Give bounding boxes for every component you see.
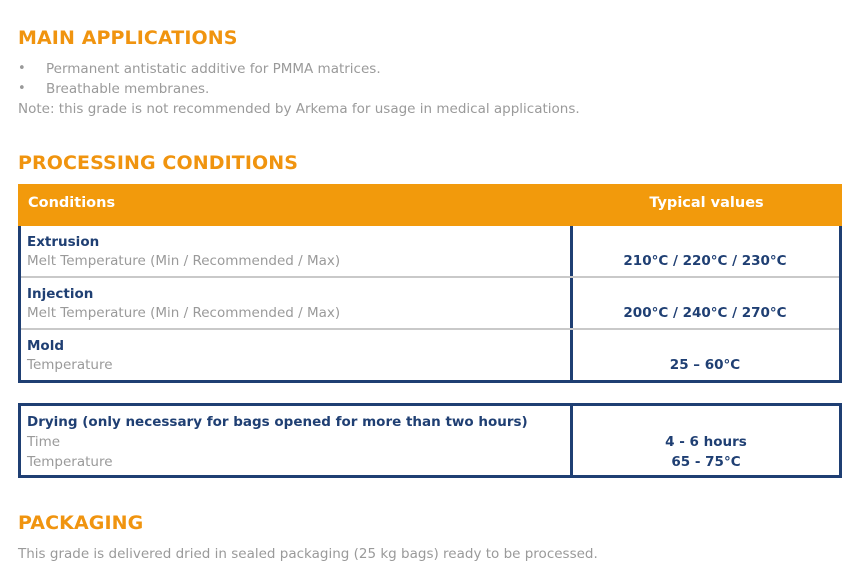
packaging-text: This grade is delivered dried in sealed … bbox=[18, 546, 598, 562]
table-header: Conditions Typical values bbox=[18, 184, 842, 226]
bullet-text: Permanent antistatic additive for PMMA m… bbox=[46, 61, 381, 77]
processing-conditions-heading: PROCESSING CONDITIONS bbox=[18, 152, 299, 174]
processing-conditions-table: Conditions Typical values Extrusion Melt… bbox=[18, 184, 842, 383]
packaging-heading: PACKAGING bbox=[18, 512, 144, 534]
drying-table: Drying (only necessary for bags opened f… bbox=[18, 403, 842, 478]
row-subtitle: Melt Temperature (Min / Recommended / Ma… bbox=[27, 305, 341, 321]
typical-values-column-header: Typical values bbox=[649, 195, 764, 211]
row-subtitle: Melt Temperature (Min / Recommended / Ma… bbox=[27, 253, 341, 269]
drying-time-label: Time bbox=[27, 434, 61, 450]
conditions-column-header: Conditions bbox=[28, 195, 116, 211]
drying-temperature-value: 65 - 75°C bbox=[671, 454, 741, 470]
row-value: 210°C / 220°C / 230°C bbox=[623, 253, 787, 269]
table-row: Mold Temperature 25 – 60°C bbox=[21, 328, 839, 380]
column-divider bbox=[570, 226, 573, 380]
row-title: Injection bbox=[27, 286, 94, 302]
row-title: Mold bbox=[27, 338, 64, 354]
bullet-icon: • bbox=[18, 81, 26, 96]
column-divider bbox=[570, 406, 573, 475]
row-value: 25 – 60°C bbox=[669, 357, 741, 373]
row-value: 200°C / 240°C / 270°C bbox=[623, 305, 787, 321]
table-row: Extrusion Melt Temperature (Min / Recomm… bbox=[21, 226, 839, 276]
drying-time-value: 4 - 6 hours bbox=[665, 434, 747, 450]
main-applications-heading: MAIN APPLICATIONS bbox=[18, 27, 238, 49]
bullet-text: Breathable membranes. bbox=[46, 81, 210, 97]
table-body: Extrusion Melt Temperature (Min / Recomm… bbox=[18, 226, 842, 383]
row-title: Extrusion bbox=[27, 234, 100, 250]
drying-temperature-label: Temperature bbox=[27, 454, 113, 470]
drying-title: Drying (only necessary for bags opened f… bbox=[27, 414, 528, 430]
bullet-icon: • bbox=[18, 61, 26, 76]
table-row: Injection Melt Temperature (Min / Recomm… bbox=[21, 276, 839, 328]
medical-usage-note: Note: this grade is not recommended by A… bbox=[18, 101, 580, 117]
row-subtitle: Temperature bbox=[27, 357, 113, 373]
